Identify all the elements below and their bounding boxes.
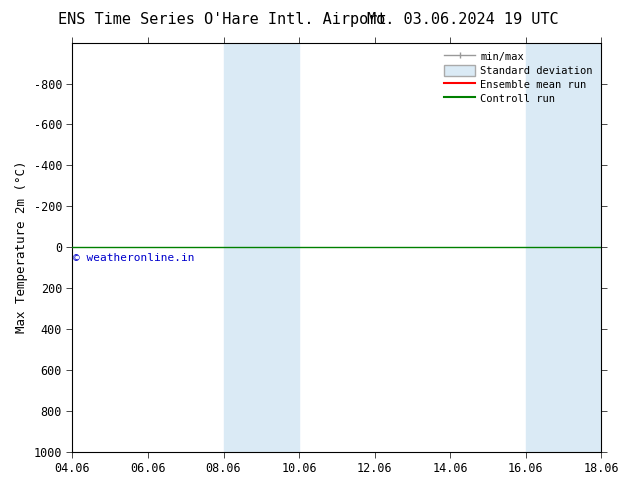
Text: ENS Time Series O'Hare Intl. Airport: ENS Time Series O'Hare Intl. Airport: [58, 12, 386, 27]
Text: Mo. 03.06.2024 19 UTC: Mo. 03.06.2024 19 UTC: [367, 12, 559, 27]
Bar: [224, 43, 299, 452]
Bar: [526, 43, 601, 452]
Text: © weatheronline.in: © weatheronline.in: [73, 253, 195, 263]
Legend: min/max, Standard deviation, Ensemble mean run, Controll run: min/max, Standard deviation, Ensemble me…: [441, 48, 596, 107]
Y-axis label: Max Temperature 2m (°C): Max Temperature 2m (°C): [15, 161, 28, 333]
